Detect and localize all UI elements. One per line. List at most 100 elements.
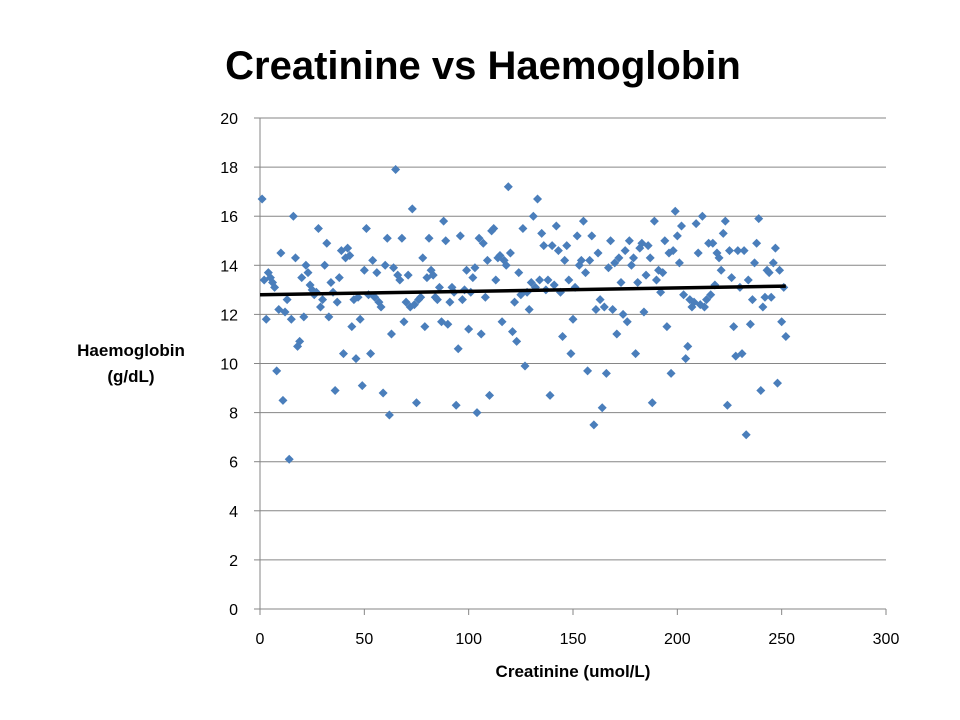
- data-point: [589, 420, 599, 430]
- y-axis-label-line-1: Haemoglobin: [77, 341, 185, 360]
- data-point: [485, 390, 495, 400]
- data-point: [551, 221, 561, 231]
- data-point: [775, 265, 785, 275]
- data-point: [739, 246, 749, 256]
- data-point: [727, 273, 737, 283]
- data-point: [366, 349, 376, 359]
- data-point: [476, 329, 486, 339]
- data-point: [666, 368, 676, 378]
- data-point: [683, 341, 693, 351]
- data-point: [747, 295, 757, 305]
- data-point: [649, 216, 659, 226]
- data-point: [647, 398, 657, 408]
- data-point: [491, 275, 501, 285]
- data-point: [424, 233, 434, 243]
- data-point: [330, 386, 340, 396]
- y-tick-label-8: 8: [229, 406, 238, 423]
- data-point: [443, 319, 453, 329]
- data-point: [357, 381, 367, 391]
- data-point: [441, 236, 451, 246]
- x-tick-label-300: 300: [873, 631, 900, 648]
- data-point: [760, 292, 770, 302]
- data-point: [322, 238, 332, 248]
- data-point: [543, 275, 553, 285]
- data-point: [766, 292, 776, 302]
- data-point: [378, 388, 388, 398]
- trendline: [259, 284, 786, 297]
- data-point: [720, 216, 730, 226]
- data-point: [474, 233, 484, 243]
- data-point: [587, 231, 597, 241]
- y-tick-label-18: 18: [220, 160, 238, 177]
- data-point: [633, 277, 643, 287]
- y-tick-label-16: 16: [220, 209, 238, 226]
- data-point: [434, 282, 444, 292]
- data-point: [280, 307, 290, 317]
- data-point: [439, 216, 449, 226]
- data-point: [495, 250, 505, 260]
- data-point: [372, 268, 382, 278]
- data-point: [626, 260, 636, 270]
- data-point: [756, 386, 766, 396]
- data-point: [355, 314, 365, 324]
- data-point: [299, 312, 309, 322]
- data-point: [462, 265, 472, 275]
- data-point: [549, 280, 559, 290]
- x-tick-label-250: 250: [768, 631, 795, 648]
- trendline-group: [259, 284, 786, 297]
- data-point: [453, 344, 463, 354]
- chart-title: Creatinine vs Haemoglobin: [225, 44, 741, 88]
- data-point: [412, 398, 421, 408]
- data-point: [608, 304, 618, 314]
- data-point: [597, 403, 607, 413]
- data-point: [470, 263, 480, 273]
- data-point: [324, 312, 334, 322]
- data-point: [674, 258, 684, 268]
- data-point: [478, 238, 488, 248]
- data-point: [553, 246, 563, 256]
- data-point: [758, 302, 768, 312]
- data-point: [472, 408, 482, 418]
- data-point: [631, 349, 641, 359]
- data-point: [528, 211, 538, 221]
- data-point: [539, 241, 549, 251]
- data-point: [407, 204, 417, 214]
- data-point: [595, 295, 605, 305]
- data-point: [518, 223, 528, 233]
- y-tick-label-12: 12: [220, 307, 238, 324]
- data-point: [313, 223, 323, 233]
- data-point: [401, 297, 411, 307]
- data-point: [743, 275, 753, 285]
- data-point: [318, 295, 328, 305]
- data-point: [706, 290, 716, 300]
- data-point: [708, 238, 718, 248]
- data-point: [278, 395, 288, 405]
- data-point: [564, 275, 574, 285]
- data-point: [295, 336, 305, 346]
- data-point: [284, 454, 294, 464]
- data-point: [432, 295, 442, 305]
- data-point: [677, 221, 687, 231]
- data-point: [510, 297, 520, 307]
- data-point: [334, 273, 344, 283]
- x-tick-label-50: 50: [355, 631, 373, 648]
- data-point: [651, 275, 661, 285]
- data-point: [722, 400, 732, 410]
- data-point: [624, 236, 634, 246]
- data-point: [409, 300, 419, 310]
- y-tick-label-6: 6: [229, 455, 238, 472]
- data-point: [714, 253, 724, 263]
- data-point: [603, 263, 613, 273]
- data-point: [395, 275, 405, 285]
- data-point: [601, 368, 611, 378]
- data-point: [672, 231, 682, 241]
- data-point: [272, 366, 282, 376]
- data-point: [535, 275, 545, 285]
- data-point: [261, 314, 271, 324]
- data-point: [384, 410, 394, 420]
- data-point: [533, 194, 543, 204]
- data-point: [764, 268, 774, 278]
- data-point: [497, 317, 507, 327]
- data-point: [772, 378, 782, 388]
